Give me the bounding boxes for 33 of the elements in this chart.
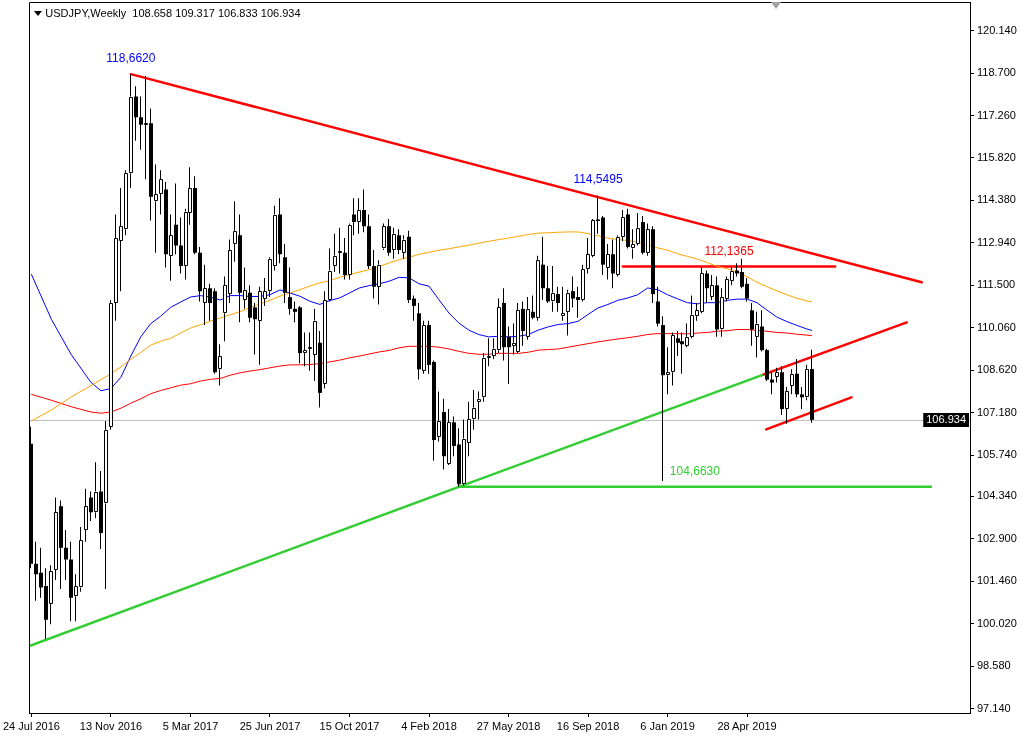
y-tick-label: 118.700 [977,66,1016,79]
y-tick-label: 98.580 [977,659,1011,672]
y-tick-label: 108.620 [977,363,1017,376]
x-tick-label: 16 Sep 2018 [556,719,620,732]
x-tick-label: 25 Jun 2017 [239,719,301,732]
x-tick-label: 4 Feb 2018 [401,719,457,732]
y-tick-label: 112.940 [977,235,1016,248]
y-tick-label: 115.820 [977,150,1016,163]
y-tick-label: 114.380 [977,193,1016,206]
y-tick-label: 110.060 [977,320,1016,333]
series-label: 112,1365 [704,243,754,258]
y-tick-label: 120.140 [977,23,1017,36]
y-tick-label: 100.020 [977,616,1017,629]
x-tick-label: 27 May 2018 [476,719,541,732]
y-tick-label: 105.740 [977,448,1017,461]
x-tick-label: 15 Oct 2017 [319,719,380,732]
series-label: 104,6630 [669,463,721,478]
ref-line-label: 106.934 [926,413,966,426]
y-tick-label: 101.460 [977,574,1017,587]
x-tick-label: 28 Apr 2019 [717,719,777,732]
y-tick-label: 111.500 [977,278,1016,291]
x-tick-label: 13 Nov 2016 [79,719,143,732]
chart-title: USDJPY,Weekly 108.658 109.317 106.833 106.934 [45,6,301,19]
annotation: 118,6620 [106,51,156,66]
annotation: 114,5495 [573,172,623,187]
x-tick-label: 24 Jul 2016 [3,719,60,732]
y-tick-label: 97.140 [977,701,1011,714]
y-tick-label: 104.340 [977,489,1017,502]
y-tick-label: 117.260 [977,108,1016,121]
x-tick-label: 5 Mar 2017 [162,719,219,732]
y-tick-label: 102.900 [977,531,1017,544]
x-tick-label: 6 Jan 2019 [640,719,695,732]
y-tick-label: 107.180 [977,405,1017,418]
